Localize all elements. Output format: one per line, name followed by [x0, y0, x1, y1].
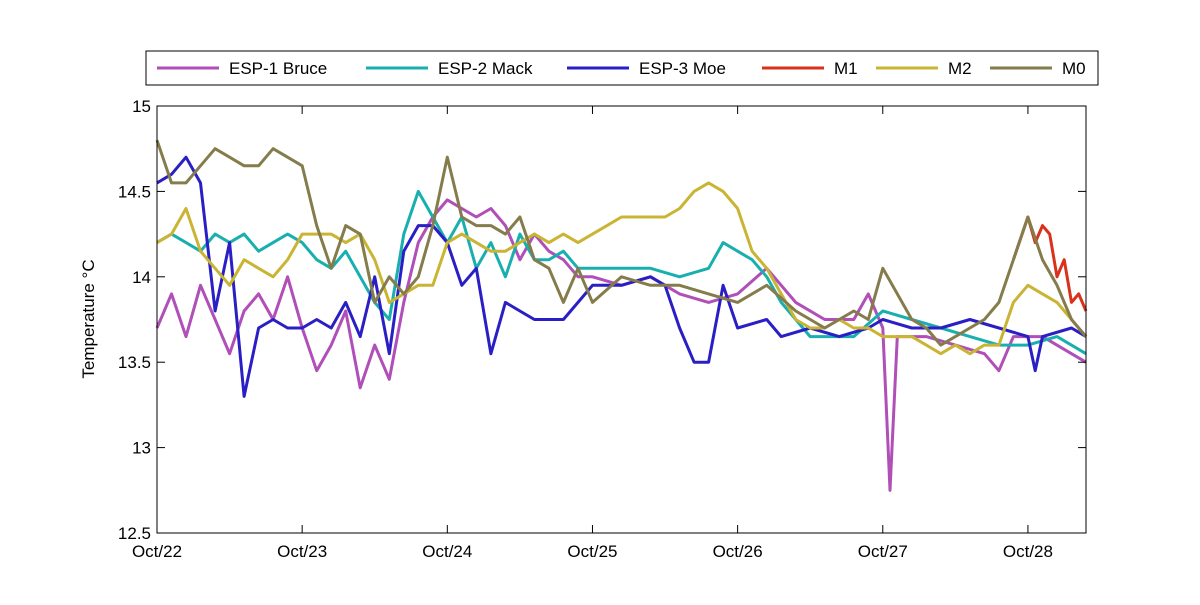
x-tick-label: Oct/28	[1003, 542, 1053, 561]
series-layer	[155, 139, 1088, 492]
x-tick-label: Oct/22	[132, 542, 182, 561]
legend-label: M0	[1062, 59, 1086, 78]
series-line-5	[156, 181, 1088, 356]
y-tick-label: 14	[132, 268, 151, 287]
y-tick-label: 14.5	[118, 182, 151, 201]
series-line-3	[156, 155, 1087, 398]
legend: ESP-1 Bruce ESP-2 Mack ESP-3 Moe M1 M2 M0	[145, 50, 1099, 86]
y-axis-label: Temperature °C	[79, 259, 98, 378]
legend-label: M2	[948, 59, 972, 78]
x-tick-label: Oct/25	[567, 542, 617, 561]
series-line-6	[155, 139, 1088, 347]
axis-ticks: 12.5 13 13.5 14 14.5 15 Oct/22 Oct/23 Oct/24 Oct/…	[118, 97, 1086, 561]
y-tick-label: 12.5	[118, 524, 151, 543]
y-tick-label: 13.5	[118, 353, 151, 372]
legend-label: ESP-3 Moe	[639, 59, 726, 78]
x-tick-label: Oct/24	[422, 542, 472, 561]
series-line-2	[156, 189, 1087, 355]
x-tick-label: Oct/23	[277, 542, 327, 561]
x-tick-label: Oct/26	[713, 542, 763, 561]
legend-label: M1	[834, 59, 858, 78]
legend-label: ESP-2 Mack	[438, 59, 533, 78]
x-tick-label: Oct/27	[858, 542, 908, 561]
plot-area-frame	[156, 105, 1087, 534]
legend-label: ESP-1 Bruce	[229, 59, 327, 78]
y-tick-label: 13	[132, 439, 151, 458]
y-tick-label: 15	[132, 97, 151, 116]
